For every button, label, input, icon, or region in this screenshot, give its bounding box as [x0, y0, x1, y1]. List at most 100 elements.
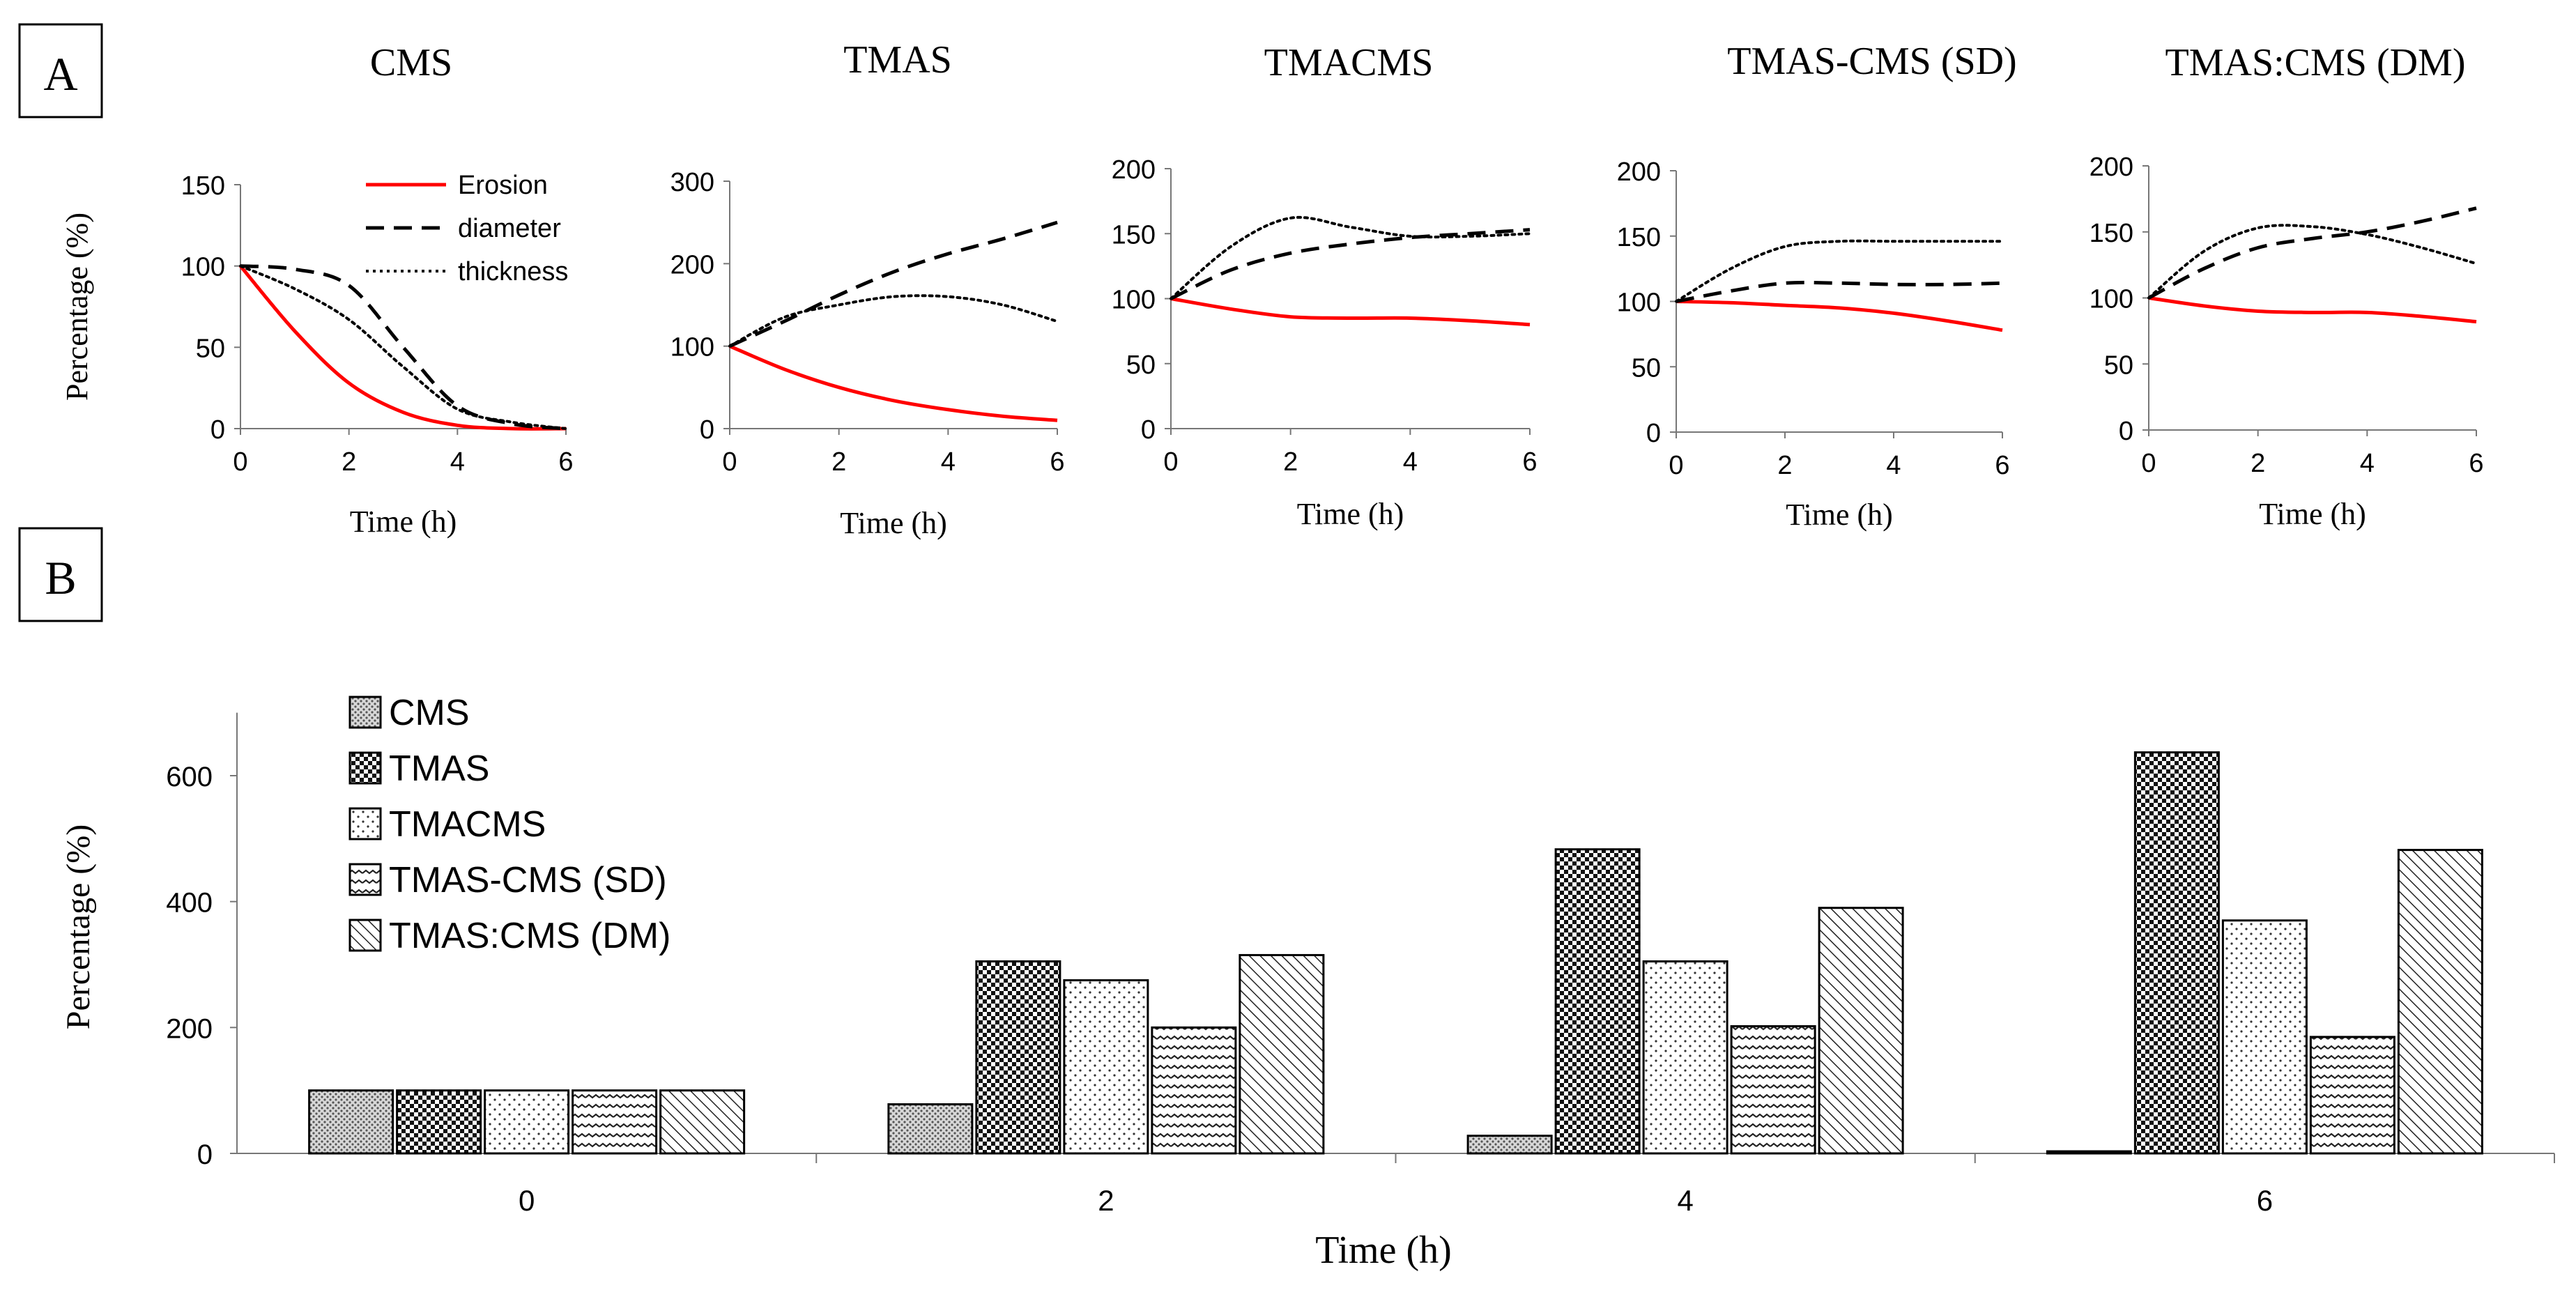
bar-tmas-cms-dm--t6: [2397, 849, 2483, 1155]
series-line-diameter: [1170, 228, 1531, 300]
bar-y-tick-label: 600: [166, 762, 213, 792]
x-tick-label: 6: [1522, 447, 1537, 477]
x-tick-label: 6: [2469, 449, 2483, 478]
bar-x-tick-label: 2: [1098, 1184, 1114, 1217]
series-line-erosion: [1676, 300, 2003, 332]
x-tick-label: 0: [722, 447, 737, 477]
bar-tmacms-t0: [484, 1089, 570, 1155]
series-line-thickness: [1675, 239, 2004, 303]
bar-x-tick-label: 0: [519, 1184, 535, 1217]
line-chart-tmas-cms-dm: TMAS:CMS (DM) 0 50 100 150 200 0 2 4 6 Time (h): [2090, 41, 2484, 531]
bar-tmas-cms-dm--t0: [659, 1089, 746, 1155]
x-axis-label: Time (h): [1786, 498, 1893, 532]
bar-legend-swatch-tmas: [348, 751, 382, 785]
chart-title: CMS: [370, 41, 452, 84]
y-tick-label: 0: [1646, 419, 1661, 448]
x-tick-label: 6: [558, 447, 573, 477]
line-chart-tmacms: TMACMS 0 50 100 150 200 0 2 4 6 Time (h): [1112, 41, 1538, 531]
bar-legend-label-tmas-cms-dm-: TMAS:CMS (DM): [389, 916, 670, 956]
bar-legend-label-tmas-cms-sd-: TMAS-CMS (SD): [389, 860, 667, 900]
y-tick-label: 0: [2119, 417, 2133, 446]
bar-tmas-cms-sd--t0: [572, 1089, 658, 1155]
bar-tmas-t2: [975, 960, 1061, 1155]
chart-title: TMAS: [843, 38, 952, 82]
bar-legend-label-tmacms: TMACMS: [389, 804, 546, 845]
y-tick-label: 300: [670, 168, 714, 197]
series-line-diameter: [240, 264, 567, 431]
bar-cms-t6: [2046, 1150, 2132, 1155]
bar-tmas-t0: [396, 1089, 482, 1155]
bar-tmas-t4: [1554, 848, 1641, 1155]
bar-tmacms-t6: [2221, 919, 2308, 1155]
bar-x-tick-label: 6: [2257, 1184, 2273, 1217]
y-tick-label: 150: [1112, 220, 1156, 249]
bar-x-tick-label: 4: [1677, 1184, 1693, 1217]
series-line-thickness: [239, 264, 567, 430]
line-chart-tmas: TMAS 0 100 200 300 0 2 4 6 Time (h): [670, 38, 1065, 540]
x-tick-label: 2: [1283, 447, 1298, 477]
y-tick-label: 50: [196, 334, 225, 363]
x-axis-label: Time (h): [1297, 497, 1404, 531]
series-line-erosion: [1170, 297, 1531, 327]
line-chart-cms: CMS 0 50 100 150 0 2 4 6 Time (h) Percentage (%) Er…: [60, 41, 574, 539]
bar-y-axis-label: Percentage (%): [60, 824, 97, 1030]
series-line-thickness: [1170, 215, 1531, 300]
panel-label-a: A: [18, 23, 103, 118]
series-line-erosion: [239, 265, 567, 431]
y-tick-label: 0: [700, 415, 714, 445]
bar-legend-swatch-cms: [348, 696, 382, 729]
series-line-diameter: [2147, 206, 2477, 300]
y-tick-label: 100: [1112, 286, 1156, 315]
panel-label-b: B: [18, 527, 103, 622]
x-tick-label: 2: [2251, 449, 2265, 478]
x-tick-label: 6: [1995, 451, 2009, 480]
bar-tmas-cms-dm--t4: [1818, 907, 1904, 1155]
x-tick-label: 0: [1669, 451, 1683, 480]
x-tick-label: 6: [1050, 447, 1064, 477]
bar-y-tick-label: 0: [197, 1139, 213, 1170]
bar-cms-t4: [1466, 1135, 1553, 1155]
y-tick-label: 100: [2090, 285, 2133, 314]
bar-tmas-t6: [2133, 751, 2220, 1155]
bar-tmas-cms-dm--t2: [1239, 953, 1325, 1155]
x-axis-label: Time (h): [2259, 497, 2366, 531]
bar-legend-swatch-tmacms: [348, 807, 382, 840]
bar-legend-label-tmas: TMAS: [389, 748, 489, 789]
series-line-erosion: [729, 344, 1058, 422]
y-tick-label: 150: [2090, 219, 2133, 248]
x-tick-label: 4: [1886, 451, 1901, 480]
line-legend: Erosion diameter thickness: [366, 171, 568, 286]
chart-title: TMACMS: [1264, 41, 1434, 84]
y-tick-label: 50: [1126, 351, 1156, 380]
x-tick-label: 2: [342, 447, 356, 477]
y-tick-label: 50: [1632, 353, 1661, 383]
series-line-diameter: [728, 220, 1058, 348]
bar-chart-swelling: 0 200 400 600 0 2 4 6 Time (h) Percentage (%) CMS T…: [60, 693, 2555, 1272]
bar-x-axis-label: Time (h): [1315, 1229, 1452, 1272]
y-axis-label: Percentage (%): [60, 213, 94, 401]
x-tick-label: 2: [831, 447, 846, 477]
y-tick-label: 200: [670, 250, 714, 279]
bar-legend-label-cms: CMS: [389, 693, 470, 733]
panel-label-a-text: A: [43, 47, 77, 100]
y-tick-label: 200: [2090, 153, 2133, 182]
y-tick-label: 100: [1617, 289, 1661, 318]
legend-label-thickness: thickness: [458, 257, 568, 286]
bar-legend: CMS TMAS TMACMS TMAS-CMS (SD) TMAS:CMS (DM): [348, 693, 670, 956]
y-tick-label: 0: [1141, 415, 1156, 445]
y-tick-label: 150: [1617, 223, 1661, 252]
series-line-thickness: [2147, 224, 2478, 300]
line-chart-tmas-cms-sd: TMAS-CMS (SD) 0 50 100 150 200 0 2 4 6 Time (h): [1617, 40, 2017, 532]
charts-layer: CMS 0 50 100 150 0 2 4 6 Time (h) Percentage (%) Er…: [60, 38, 2555, 1272]
series-line-thickness: [728, 294, 1059, 348]
chart-title: TMAS-CMS (SD): [1727, 40, 2016, 83]
bar-tmas-cms-sd--t2: [1151, 1026, 1237, 1155]
legend-label-erosion: Erosion: [458, 171, 548, 200]
chart-title: TMAS:CMS (DM): [2165, 41, 2466, 84]
y-tick-label: 50: [2104, 351, 2133, 380]
bar-tmas-cms-sd--t6: [2309, 1036, 2395, 1155]
x-tick-label: 4: [941, 447, 956, 477]
x-tick-label: 4: [1403, 447, 1418, 477]
bar-legend-swatch-tmas-cms-dm-: [348, 919, 382, 952]
